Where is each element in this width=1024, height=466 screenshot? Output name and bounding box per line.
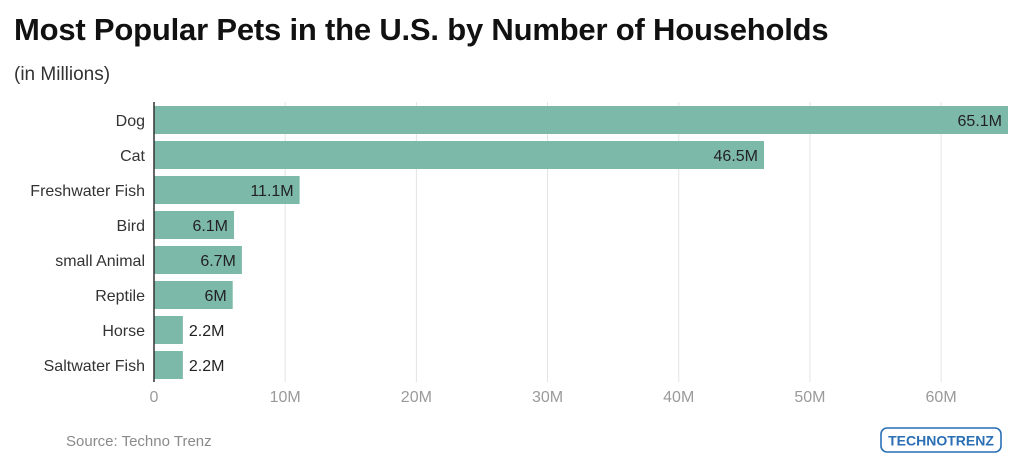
category-label: Reptile bbox=[95, 288, 145, 305]
chart-title: Most Popular Pets in the U.S. by Number … bbox=[14, 12, 829, 47]
bar bbox=[154, 106, 1008, 134]
value-label: 6.7M bbox=[200, 253, 236, 270]
bar bbox=[154, 281, 233, 309]
bar bbox=[154, 351, 183, 379]
value-label: 65.1M bbox=[958, 113, 1002, 130]
category-label: Saltwater Fish bbox=[44, 358, 145, 375]
technotrenz-logo: TECHNOTRENZ bbox=[880, 427, 1002, 453]
x-tick-label: 20M bbox=[401, 389, 432, 406]
category-label: Bird bbox=[117, 218, 145, 235]
category-label: small Animal bbox=[55, 253, 145, 270]
bar bbox=[154, 141, 764, 169]
value-label: 11.1M bbox=[250, 183, 293, 200]
bar bbox=[154, 316, 183, 344]
x-tick-label: 0 bbox=[150, 389, 159, 406]
source-note: Source: Techno Trenz bbox=[66, 433, 212, 450]
category-label: Cat bbox=[120, 148, 145, 165]
x-tick-label: 30M bbox=[532, 389, 563, 406]
category-label: Horse bbox=[102, 323, 145, 340]
bar bbox=[154, 211, 235, 239]
x-tick-label: 60M bbox=[926, 389, 957, 406]
x-tick-label: 10M bbox=[270, 389, 301, 406]
category-label: Dog bbox=[116, 113, 145, 130]
value-label: 2.2M bbox=[189, 358, 225, 375]
value-label: 46.5M bbox=[714, 148, 758, 165]
bar bbox=[154, 246, 242, 274]
value-label: 6M bbox=[204, 288, 226, 305]
x-tick-label: 40M bbox=[663, 389, 694, 406]
category-label: Freshwater Fish bbox=[30, 183, 145, 200]
logo-frame bbox=[880, 427, 1002, 453]
value-label: 2.2M bbox=[189, 323, 225, 340]
x-tick-label: 50M bbox=[794, 389, 825, 406]
value-label: 6.1M bbox=[192, 218, 228, 235]
chart-subtitle: (in Millions) bbox=[14, 64, 111, 85]
bar bbox=[154, 176, 300, 204]
logo-text: TECHNOTRENZ bbox=[888, 433, 994, 449]
